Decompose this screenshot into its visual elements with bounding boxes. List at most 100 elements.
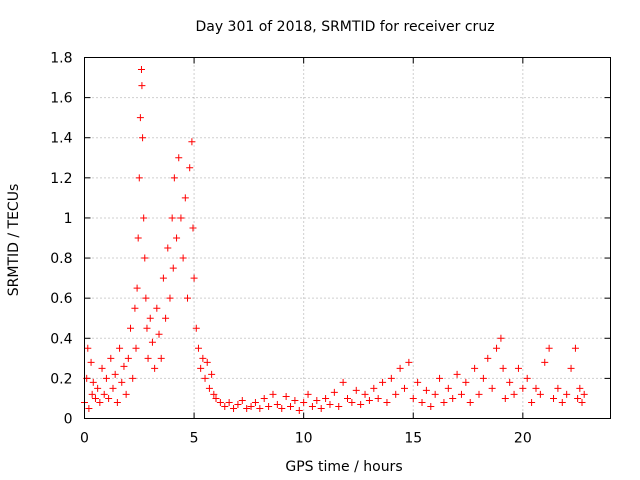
data-point xyxy=(545,344,553,352)
data-point xyxy=(159,274,167,282)
chart-title: Day 301 of 2018, SRMTID for receiver cru… xyxy=(195,19,494,35)
data-point xyxy=(499,364,507,372)
y-tick-label: 1.6 xyxy=(50,91,72,107)
data-point xyxy=(124,354,132,362)
y-tick-label: 1.4 xyxy=(50,131,72,147)
data-point xyxy=(186,164,194,172)
data-point xyxy=(541,358,549,366)
data-point xyxy=(453,370,461,378)
data-point xyxy=(199,354,207,362)
data-point xyxy=(170,174,178,182)
data-point xyxy=(179,254,187,262)
data-point xyxy=(400,384,408,392)
data-point xyxy=(194,344,202,352)
data-point xyxy=(197,364,205,372)
data-point xyxy=(143,324,151,332)
data-point xyxy=(578,398,586,406)
data-point xyxy=(265,402,273,410)
data-point xyxy=(251,398,259,406)
data-point xyxy=(370,384,378,392)
data-point xyxy=(107,354,115,362)
x-tick-label: 10 xyxy=(295,431,313,447)
data-point xyxy=(475,390,483,398)
data-point xyxy=(155,330,163,338)
data-point xyxy=(383,398,391,406)
data-point xyxy=(300,398,308,406)
data-point xyxy=(488,384,496,392)
data-point xyxy=(85,404,93,412)
data-point xyxy=(501,394,509,402)
y-tick-label: 1.8 xyxy=(50,51,72,67)
data-point xyxy=(322,394,330,402)
y-tick-label: 1.2 xyxy=(50,171,72,187)
data-point xyxy=(87,358,95,366)
data-point xyxy=(409,394,417,402)
data-point xyxy=(175,154,183,162)
data-point xyxy=(317,404,325,412)
data-point xyxy=(140,214,148,222)
data-point xyxy=(554,384,562,392)
data-point xyxy=(440,398,448,406)
data-point xyxy=(418,398,426,406)
data-point xyxy=(243,404,251,412)
data-point xyxy=(528,398,536,406)
data-point xyxy=(208,370,216,378)
data-point xyxy=(230,404,238,412)
data-point xyxy=(177,214,185,222)
data-point xyxy=(192,324,200,332)
data-point xyxy=(497,334,505,342)
data-point xyxy=(295,406,303,414)
data-point xyxy=(135,174,143,182)
data-point xyxy=(94,384,102,392)
x-tick-label: 15 xyxy=(404,431,422,447)
data-point xyxy=(374,394,382,402)
y-tick-label: 0.2 xyxy=(50,371,72,387)
data-point xyxy=(88,390,96,398)
data-point xyxy=(122,390,130,398)
data-point xyxy=(414,378,422,386)
data-point xyxy=(479,374,487,382)
data-point xyxy=(166,294,174,302)
y-tick-label: 0.8 xyxy=(50,251,72,267)
data-point xyxy=(471,364,479,372)
data-point xyxy=(379,378,387,386)
data-point xyxy=(142,294,150,302)
data-point xyxy=(118,378,126,386)
data-point xyxy=(387,374,395,382)
data-point xyxy=(422,386,430,394)
data-point xyxy=(189,224,197,232)
data-point xyxy=(466,398,474,406)
data-point xyxy=(304,390,312,398)
data-point xyxy=(109,384,117,392)
grid-lines xyxy=(84,57,611,419)
data-point xyxy=(247,402,255,410)
data-point xyxy=(157,354,165,362)
x-tick-label: 5 xyxy=(190,431,199,447)
axis-ticks: 0 0.2 0.4 0.6 0.8 1 1.2 1.4 1.6 1.8 0 5 10 15 20 xyxy=(50,51,611,447)
data-point xyxy=(169,264,177,272)
data-point xyxy=(120,362,128,370)
data-point xyxy=(91,394,99,402)
data-point xyxy=(335,402,343,410)
data-point xyxy=(282,392,290,400)
data-point xyxy=(273,400,281,408)
data-point xyxy=(116,344,124,352)
data-point xyxy=(146,314,154,322)
data-point xyxy=(427,402,435,410)
data-points xyxy=(81,66,588,414)
data-point xyxy=(405,358,413,366)
y-axis-label: SRMTID / TECUs xyxy=(6,184,22,297)
data-point xyxy=(221,402,229,410)
data-point xyxy=(344,394,351,402)
data-point xyxy=(457,390,465,398)
data-point xyxy=(536,390,544,398)
y-tick-label: 0 xyxy=(64,412,73,428)
data-point xyxy=(162,314,170,322)
data-point xyxy=(134,234,142,242)
data-point xyxy=(361,390,369,398)
data-point xyxy=(151,364,159,372)
data-point xyxy=(550,394,558,402)
data-point xyxy=(210,390,218,398)
data-point xyxy=(519,384,527,392)
data-point xyxy=(96,398,104,406)
